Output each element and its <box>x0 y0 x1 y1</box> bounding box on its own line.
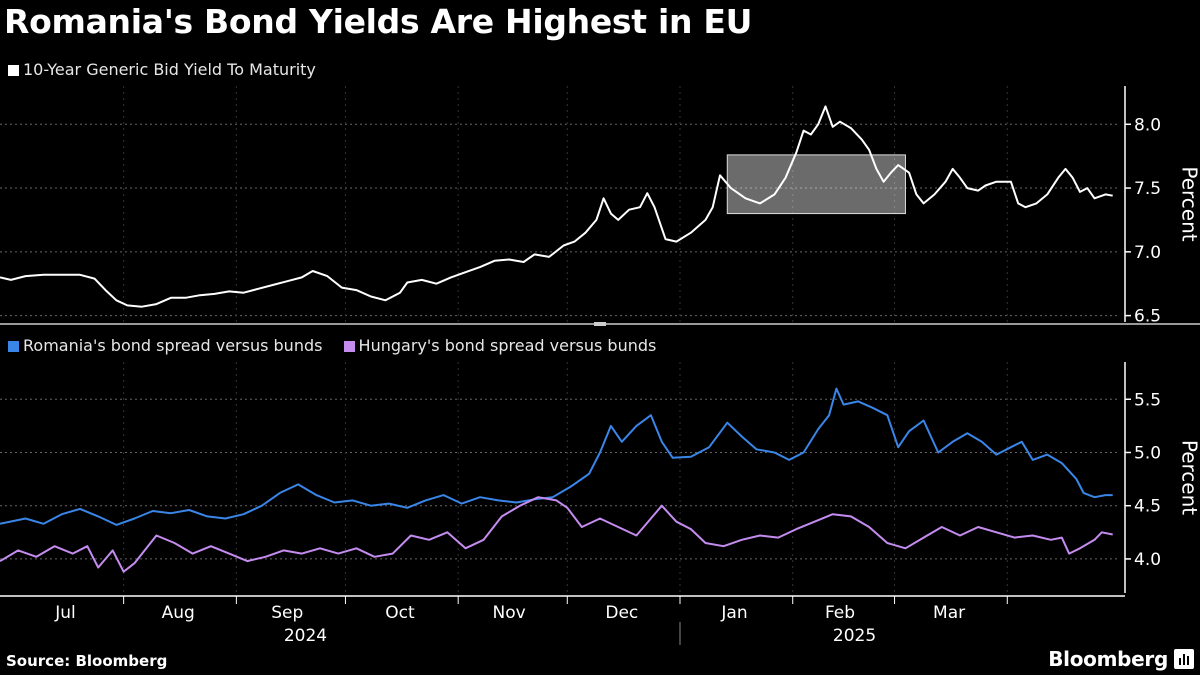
legend-label-hungary: Hungary's bond spread versus bunds <box>358 336 657 355</box>
top-y-tick-label-0: 6.5 <box>1134 307 1161 327</box>
x-tick-label-0: Jul <box>54 603 76 623</box>
top-y-axis-label: Percent <box>1178 166 1200 241</box>
x-axis: Jul Aug Sep Oct Nov Dec Jan Feb Mar 2024 2025 <box>0 322 1200 646</box>
x-tick-label-5: Dec <box>605 603 638 623</box>
x-tick-label-3: Oct <box>385 603 415 623</box>
bottom-series-0-line <box>0 387 1113 526</box>
bottom-y-axis-label: Percent <box>1178 440 1200 515</box>
legend-label-romania: Romania's bond spread versus bunds <box>23 336 323 355</box>
source-note: Source: Bloomberg <box>6 652 168 670</box>
top-y-tick-label-2: 7.5 <box>1134 179 1161 199</box>
x-year-label-1: 2025 <box>833 626 876 646</box>
legend-swatch-hungary <box>343 341 355 352</box>
top-y-tick-label-3: 8.0 <box>1134 115 1161 135</box>
bottom-panel: 4.0 4.5 5.0 5.5 Percent <box>0 362 1200 593</box>
legend-swatch-romania <box>8 341 19 352</box>
bottom-legend: Romania's bond spread versus bunds Hunga… <box>8 336 672 355</box>
highlight-box <box>726 154 906 215</box>
x-tick-label-8: Mar <box>933 603 965 623</box>
bottom-series-1-line <box>0 496 1113 573</box>
chart-title: Romania's Bond Yields Are Highest in EU <box>4 2 753 41</box>
x-tick-label-4: Nov <box>492 603 525 623</box>
legend-label-yield: 10-Year Generic Bid Yield To Maturity <box>23 60 316 79</box>
top-panel: 6.5 7.0 7.5 8.0 Percent <box>0 86 1200 327</box>
x-tick-label-2: Sep <box>271 603 303 623</box>
legend-item-yield: 10-Year Generic Bid Yield To Maturity <box>8 60 316 79</box>
legend-swatch-yield <box>8 65 19 76</box>
bottom-y-tick-label-2: 5.0 <box>1134 443 1161 463</box>
bottom-y-tick-label-1: 4.5 <box>1134 497 1161 517</box>
x-year-label-0: 2024 <box>284 626 327 646</box>
legend-item-hungary: Hungary's bond spread versus bunds <box>343 336 657 355</box>
x-tick-label-7: Feb <box>825 603 855 623</box>
bloomberg-icon <box>1174 649 1194 669</box>
brand-wordmark: Bloomberg <box>1048 647 1168 671</box>
top-legend: 10-Year Generic Bid Yield To Maturity <box>8 60 332 79</box>
top-series-0-line <box>0 105 1113 308</box>
bloomberg-icon-glyph <box>1179 654 1189 665</box>
bottom-y-tick-label-3: 5.5 <box>1134 390 1161 410</box>
legend-item-romania: Romania's bond spread versus bunds <box>8 336 322 355</box>
bottom-y-tick-label-0: 4.0 <box>1134 550 1161 570</box>
x-tick-label-6: Jan <box>720 603 747 623</box>
x-tick-label-1: Aug <box>162 603 195 623</box>
top-y-tick-label-1: 7.0 <box>1134 243 1161 263</box>
